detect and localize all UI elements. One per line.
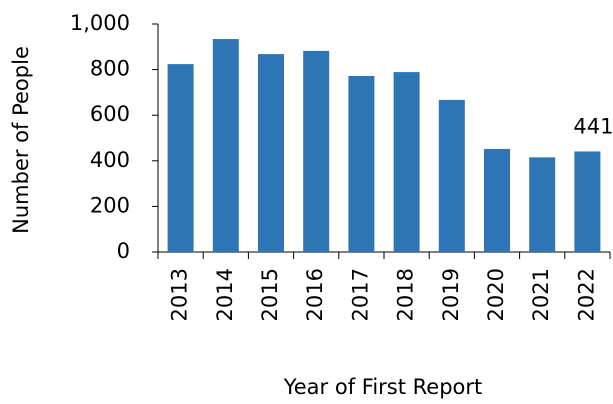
x-tick-label: 2022 <box>574 268 598 321</box>
bar <box>574 151 601 252</box>
x-tick-label: 2021 <box>529 268 553 321</box>
bar <box>258 54 284 252</box>
x-tick-label: 2015 <box>258 268 282 321</box>
y-axis-title: Number of People <box>9 46 33 234</box>
bar <box>348 75 375 252</box>
bar <box>393 72 420 252</box>
y-tick-label: 0 <box>117 239 130 263</box>
x-tick-label: 2018 <box>394 268 418 321</box>
bar <box>529 157 556 252</box>
y-tick-label: 1,000 <box>70 11 130 35</box>
value-label: 441 <box>573 114 613 138</box>
y-tick-label: 200 <box>90 193 130 217</box>
bar <box>484 148 510 252</box>
x-tick-label: 2013 <box>168 268 192 321</box>
y-tick-label: 800 <box>90 57 130 81</box>
x-tick-label: 2019 <box>439 268 463 321</box>
x-tick-label: 2017 <box>348 268 372 321</box>
y-tick-label: 600 <box>90 102 130 126</box>
y-tick-label: 400 <box>90 148 130 172</box>
bar <box>303 50 330 253</box>
x-tick-label: 2020 <box>484 268 508 321</box>
x-axis-title: Year of First Report <box>283 375 483 399</box>
bar <box>438 99 465 252</box>
bar <box>212 39 239 252</box>
x-tick-label: 2016 <box>303 268 327 321</box>
bar <box>167 64 194 253</box>
x-tick-label: 2014 <box>213 268 237 321</box>
